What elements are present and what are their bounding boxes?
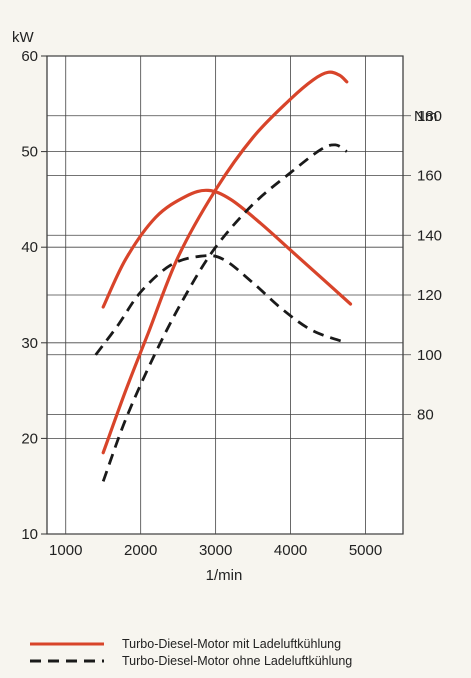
left-axis-unit: kW [12, 29, 35, 46]
y-right-tick-label: 140 [417, 227, 442, 244]
y-left-tick-label: 40 [21, 239, 38, 256]
solid-torque-curve [101, 188, 353, 309]
legend-label-dashed: Turbo-Diesel-Motor ohne Ladeluftkühlung [122, 654, 352, 668]
series-lines [94, 70, 353, 482]
tick-labels: 1000 2000 3000 4000 5000 10 20 30 40 50 60 80 100 120… [21, 48, 442, 559]
y-left-tick-label: 50 [21, 144, 38, 161]
right-axis-unit: Nm [414, 108, 437, 125]
y-left-tick-label: 20 [21, 430, 38, 447]
grid-lines [41, 55, 411, 535]
legend: Turbo-Diesel-Motor mit Ladeluftkühlung T… [30, 637, 352, 668]
x-tick-label: 5000 [349, 542, 382, 559]
legend-label-solid: Turbo-Diesel-Motor mit Ladeluftkühlung [122, 637, 341, 651]
x-tick-label: 4000 [274, 542, 307, 559]
y-left-tick-label: 60 [21, 48, 38, 65]
y-right-tick-label: 120 [417, 287, 442, 304]
dashed-power-curve [101, 143, 348, 482]
y-right-tick-label: 180 [417, 108, 442, 125]
x-tick-label: 3000 [199, 542, 232, 559]
y-left-tick-label: 10 [21, 526, 38, 543]
x-tick-label: 1000 [49, 542, 82, 559]
y-left-tick-label: 30 [21, 335, 38, 352]
y-right-tick-label: 160 [417, 168, 442, 185]
y-right-tick-label: 80 [417, 407, 434, 424]
dashed-torque-curve [94, 254, 348, 356]
y-right-tick-label: 100 [417, 347, 442, 364]
solid-power-curve [101, 70, 349, 455]
x-axis-label: 1/min [206, 567, 243, 584]
x-tick-label: 2000 [124, 542, 157, 559]
